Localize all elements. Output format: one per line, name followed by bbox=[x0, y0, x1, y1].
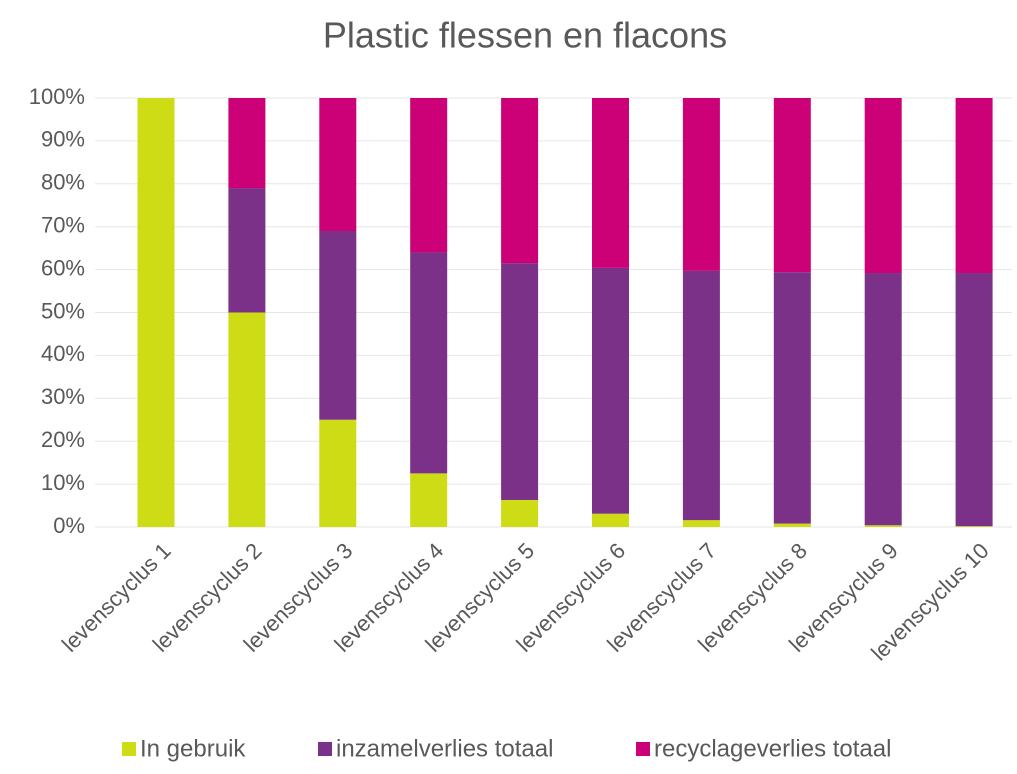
bar-segment bbox=[682, 270, 720, 521]
y-tick-label: 0% bbox=[53, 513, 85, 538]
bar-segment bbox=[592, 513, 629, 527]
bar-segment bbox=[410, 252, 448, 474]
bar-segment bbox=[319, 230, 357, 420]
y-tick-label: 80% bbox=[41, 170, 85, 195]
bar-segment bbox=[592, 98, 629, 268]
y-tick-label: 90% bbox=[41, 127, 85, 152]
legend-swatch bbox=[318, 742, 332, 756]
bar-segment bbox=[501, 263, 539, 500]
legend-label: inzamelverlies totaal bbox=[336, 735, 553, 762]
bar-segment bbox=[319, 98, 357, 231]
y-tick-label: 50% bbox=[41, 298, 85, 323]
legend-swatch bbox=[122, 742, 136, 756]
bar-segment bbox=[773, 98, 811, 273]
y-tick-label: 100% bbox=[29, 84, 85, 109]
bar-segment bbox=[228, 312, 266, 527]
bar-segment bbox=[955, 526, 993, 527]
bar-segment bbox=[955, 98, 993, 274]
legend-label: In gebruik bbox=[140, 735, 246, 762]
bar-segment bbox=[228, 188, 266, 313]
bar-segment bbox=[501, 499, 539, 527]
bar-segment bbox=[501, 98, 539, 264]
legend-label: recyclageverlies totaal bbox=[654, 735, 891, 762]
y-tick-label: 20% bbox=[41, 427, 85, 452]
legend-swatch bbox=[636, 742, 650, 756]
y-tick-label: 10% bbox=[41, 470, 85, 495]
bar-segment bbox=[864, 273, 902, 526]
chart-title: Plastic flessen en flacons bbox=[323, 15, 727, 56]
bar-segment bbox=[410, 473, 448, 527]
y-tick-label: 30% bbox=[41, 384, 85, 409]
y-tick-label: 70% bbox=[41, 213, 85, 238]
bar-segment bbox=[228, 98, 266, 189]
bar-segment bbox=[955, 273, 993, 527]
bar-segment bbox=[864, 98, 902, 274]
bar-segment bbox=[773, 523, 811, 527]
bar-segment bbox=[592, 267, 629, 514]
bar-segment bbox=[319, 419, 357, 527]
bar-segment bbox=[864, 525, 902, 527]
y-tick-label: 60% bbox=[41, 255, 85, 280]
bar-segment bbox=[773, 272, 811, 524]
bar-segment bbox=[682, 520, 720, 527]
bar-segment bbox=[410, 98, 448, 253]
bar-segment bbox=[682, 98, 720, 271]
y-tick-label: 40% bbox=[41, 341, 85, 366]
bar-segment bbox=[137, 98, 175, 527]
